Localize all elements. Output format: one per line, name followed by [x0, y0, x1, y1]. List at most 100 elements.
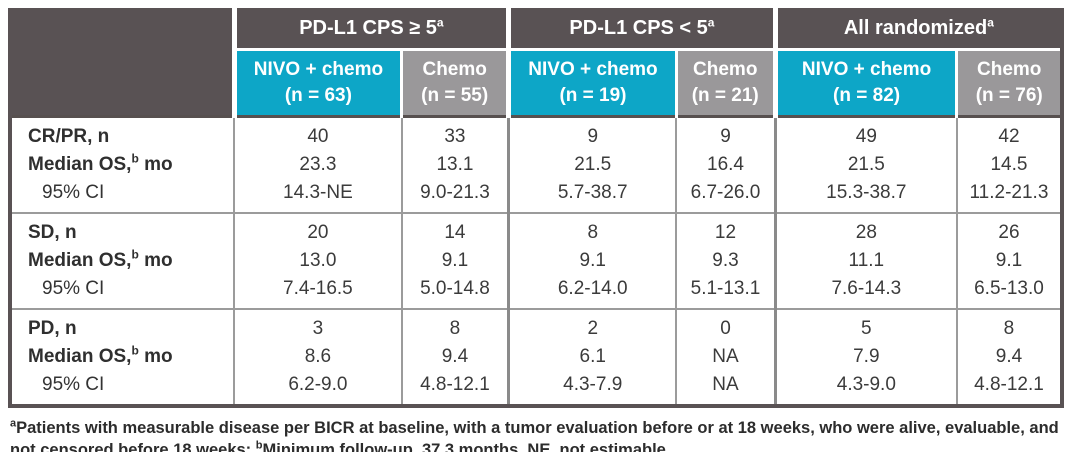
arm-name: NIVO + chemo	[528, 59, 658, 80]
group-header-cps-lt5: PD-L1 CPS < 5a	[506, 8, 776, 51]
value-cell: 9 21.5 5.7-38.7	[507, 115, 677, 213]
arm-header-chemo-cps-ge5: Chemo (n = 55)	[400, 49, 509, 117]
value-os: 9.1	[579, 250, 606, 271]
value-os: 21.5	[574, 154, 612, 175]
footnote-marker-b: b	[131, 247, 139, 262]
value-n: 5	[861, 318, 872, 339]
arm-name: NIVO + chemo	[801, 59, 932, 80]
value-os: 11.1	[848, 250, 885, 271]
group-header-cps-ge5: PD-L1 CPS ≥ 5a	[234, 8, 509, 51]
value-ci: 4.8-12.1	[420, 374, 490, 395]
value-n: 49	[855, 126, 877, 147]
value-ci: 6.2-14.0	[557, 278, 628, 299]
row-label-os-text: Median OS,	[28, 154, 132, 175]
value-os: 9.4	[995, 346, 1023, 367]
value-ci: 4.3-9.0	[836, 374, 896, 395]
value-n: 42	[998, 126, 1020, 147]
value-os: 16.4	[707, 154, 744, 175]
row-label-cell: PD, n Median OS,b mo 95% CI	[10, 308, 235, 406]
row-label-cell: SD, n Median OS,b mo 95% CI	[10, 212, 235, 309]
value-n: 28	[855, 222, 877, 243]
footnote-marker-a: a	[707, 15, 715, 30]
footnote-marker-b: b	[131, 151, 139, 166]
table-row-pd: PD, n Median OS,b mo 95% CI 3 8.6 6.2-9.0 …	[10, 308, 1062, 406]
row-label-n: CR/PR, n	[28, 126, 110, 147]
row-label-ci: 95% CI	[42, 182, 105, 203]
value-os: 9.1	[441, 250, 469, 271]
arm-n: (n = 63)	[284, 85, 352, 106]
value-os: 9.1	[995, 250, 1023, 271]
footnote-marker-a: a	[436, 15, 444, 30]
row-label-os: Median OS,b mo	[28, 343, 233, 371]
group-label: All randomized	[843, 17, 988, 39]
value-os: 6.1	[579, 346, 606, 367]
value-n: 8	[1003, 318, 1015, 339]
row-label-os-unit: mo	[138, 346, 173, 367]
value-os: 9.4	[441, 346, 469, 367]
value-os: 8.6	[304, 346, 332, 367]
value-n: 20	[307, 222, 329, 243]
footnote-marker-b: b	[131, 343, 139, 358]
row-label-os-text: Median OS,	[28, 346, 132, 367]
group-label: PD-L1 CPS < 5	[569, 17, 708, 39]
value-cell: 5 7.9 4.3-9.0	[773, 308, 957, 406]
value-ci: 7.4-16.5	[283, 278, 353, 299]
arm-n: (n = 55)	[421, 85, 489, 106]
value-n: 2	[587, 318, 599, 339]
value-os: NA	[712, 346, 739, 367]
row-label-n: SD, n	[28, 222, 77, 243]
value-cell: 42 14.5 11.2-21.3	[955, 115, 1062, 213]
group-header-row: PD-L1 CPS ≥ 5a PD-L1 CPS < 5a All random…	[10, 8, 1062, 117]
value-n: 14	[444, 222, 466, 243]
value-cell: 49 21.5 15.3-38.7	[773, 115, 957, 213]
value-cell: 2 6.1 4.3-7.9	[507, 308, 677, 406]
footnote-marker-a: a	[10, 417, 17, 430]
row-label-n: PD, n	[28, 318, 77, 339]
value-ci: 6.2-9.0	[288, 374, 348, 395]
value-n: 9	[587, 126, 599, 147]
value-os: 13.1	[436, 154, 474, 175]
value-cell: 3 8.6 6.2-9.0	[233, 308, 402, 406]
table-row-sd: SD, n Median OS,b mo 95% CI 20 13.0 7.4-16…	[10, 212, 1062, 309]
row-label-ci: 95% CI	[42, 374, 105, 395]
arm-header-nivo-cps-ge5: NIVO + chemo (n = 63)	[231, 49, 402, 117]
arm-name: Chemo	[422, 59, 487, 80]
arm-n: (n = 21)	[691, 85, 759, 106]
value-os: 21.5	[847, 154, 885, 175]
value-ci: NA	[712, 374, 739, 395]
value-cell: 20 13.0 7.4-16.5	[233, 212, 402, 309]
footnote-text-a: Patients with measurable disease per BIC…	[10, 419, 1059, 452]
value-cell: 9 16.4 6.7-26.0	[675, 115, 776, 213]
value-os: 13.0	[299, 250, 337, 271]
value-os: 14.5	[990, 154, 1028, 175]
value-ci: 5.1-13.1	[690, 278, 761, 299]
value-n: 9	[720, 126, 731, 147]
arm-header-nivo-cps-lt5: NIVO + chemo (n = 19)	[506, 49, 677, 117]
footnote-marker-b: b	[255, 439, 263, 452]
value-n: 0	[720, 318, 731, 339]
arm-name: NIVO + chemo	[253, 59, 384, 80]
value-cell: 8 9.4 4.8-12.1	[955, 308, 1062, 406]
value-os: 9.3	[712, 250, 739, 271]
value-os: 23.3	[299, 154, 337, 175]
corner-cell	[10, 8, 237, 117]
footnote-text-b: Minimum follow-up, 37.3 months. NE, not …	[262, 440, 671, 452]
value-cell: 8 9.1 6.2-14.0	[507, 212, 677, 309]
value-n: 33	[444, 126, 466, 147]
table-row-crpr: CR/PR, n Median OS,b mo 95% CI 40 23.3 14.…	[10, 115, 1062, 213]
arm-header-nivo-all: NIVO + chemo (n = 82)	[772, 49, 957, 117]
footnote: aPatients with measurable disease per BI…	[10, 418, 1066, 452]
value-cell: 33 13.1 9.0-21.3	[400, 115, 509, 213]
value-cell: 12 9.3 5.1-13.1	[675, 212, 776, 309]
arm-header-chemo-all: Chemo (n = 76)	[955, 49, 1062, 117]
value-ci: 11.2-21.3	[969, 182, 1049, 203]
arm-header-row: NIVO + chemo (n = 63) Chemo (n = 55) NIVO …	[10, 49, 1062, 117]
value-os: 7.9	[853, 346, 880, 367]
arm-name: Chemo	[977, 59, 1042, 80]
value-cell: 8 9.4 4.8-12.1	[400, 308, 509, 406]
arm-n: (n = 82)	[833, 85, 901, 106]
row-label-ci: 95% CI	[42, 278, 105, 299]
value-ci: 14.3-NE	[283, 182, 353, 203]
value-ci: 15.3-38.7	[826, 182, 907, 203]
